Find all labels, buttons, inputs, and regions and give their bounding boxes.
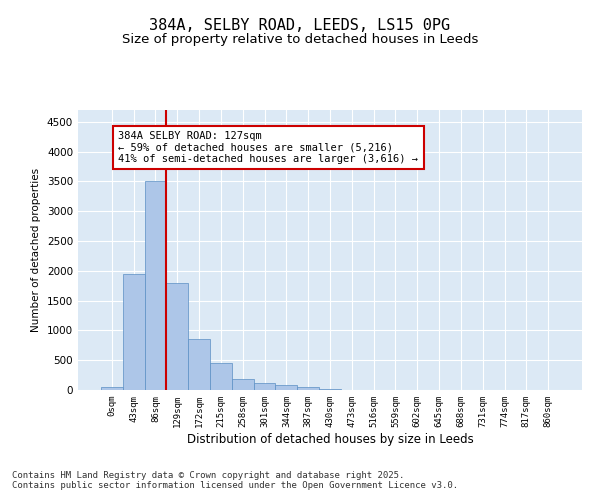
- Bar: [166, 283, 188, 390]
- Bar: [254, 383, 275, 390]
- Bar: [123, 274, 145, 390]
- Text: 384A, SELBY ROAD, LEEDS, LS15 0PG: 384A, SELBY ROAD, LEEDS, LS15 0PG: [149, 18, 451, 32]
- Text: Size of property relative to detached houses in Leeds: Size of property relative to detached ho…: [122, 32, 478, 46]
- Bar: [232, 380, 254, 390]
- Text: 384A SELBY ROAD: 127sqm
← 59% of detached houses are smaller (5,216)
41% of semi: 384A SELBY ROAD: 127sqm ← 59% of detache…: [118, 131, 418, 164]
- Bar: [188, 340, 210, 390]
- Bar: [145, 182, 166, 390]
- Text: Contains HM Land Registry data © Crown copyright and database right 2025.
Contai: Contains HM Land Registry data © Crown c…: [12, 470, 458, 490]
- Bar: [210, 363, 232, 390]
- Bar: [101, 387, 123, 390]
- X-axis label: Distribution of detached houses by size in Leeds: Distribution of detached houses by size …: [187, 432, 473, 446]
- Bar: [275, 384, 297, 390]
- Bar: [297, 387, 319, 390]
- Y-axis label: Number of detached properties: Number of detached properties: [31, 168, 41, 332]
